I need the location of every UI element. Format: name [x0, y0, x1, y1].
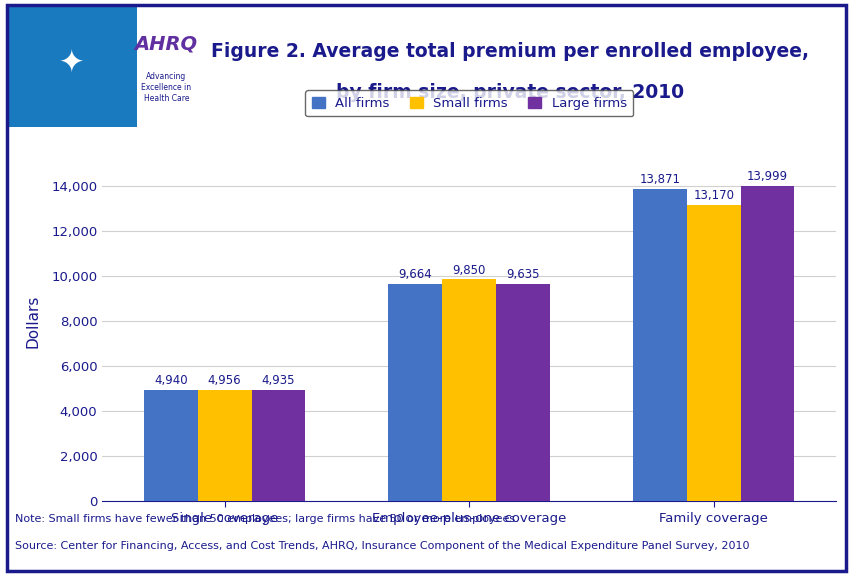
Bar: [388, 284, 441, 501]
Bar: [144, 390, 198, 501]
Text: 4,956: 4,956: [208, 374, 241, 386]
Text: Advancing
Excellence in
Health Care: Advancing Excellence in Health Care: [141, 72, 191, 103]
Text: 13,170: 13,170: [693, 189, 734, 202]
Text: Note: Small firms have fewer than 50 employees; large firms have 50 or more empl: Note: Small firms have fewer than 50 emp…: [15, 514, 519, 524]
Text: by firm size, private sector, 2010: by firm size, private sector, 2010: [336, 83, 683, 102]
Text: Figure 2. Average total premium per enrolled employee,: Figure 2. Average total premium per enro…: [211, 41, 809, 60]
Text: 9,635: 9,635: [505, 268, 539, 282]
Text: 13,999: 13,999: [746, 170, 787, 183]
Text: 4,935: 4,935: [262, 374, 295, 387]
Bar: [137, 5, 204, 127]
Bar: [686, 205, 740, 501]
Legend: All firms, Small firms, Large firms: All firms, Small firms, Large firms: [305, 90, 632, 116]
Bar: [251, 390, 305, 501]
Text: 9,850: 9,850: [452, 264, 486, 276]
Bar: [740, 186, 793, 501]
Text: 9,664: 9,664: [398, 268, 432, 281]
Text: 4,940: 4,940: [154, 374, 187, 387]
Text: AHRQ: AHRQ: [135, 34, 198, 53]
Bar: [632, 189, 686, 501]
Bar: [198, 389, 251, 501]
Text: ✦: ✦: [59, 49, 84, 78]
Text: Source: Center for Financing, Access, and Cost Trends, AHRQ, Insurance Component: Source: Center for Financing, Access, an…: [15, 541, 749, 551]
Bar: [496, 285, 550, 501]
Bar: [441, 279, 496, 501]
Bar: [7, 5, 137, 127]
Y-axis label: Dollars: Dollars: [25, 294, 40, 348]
Text: 13,871: 13,871: [639, 173, 680, 186]
